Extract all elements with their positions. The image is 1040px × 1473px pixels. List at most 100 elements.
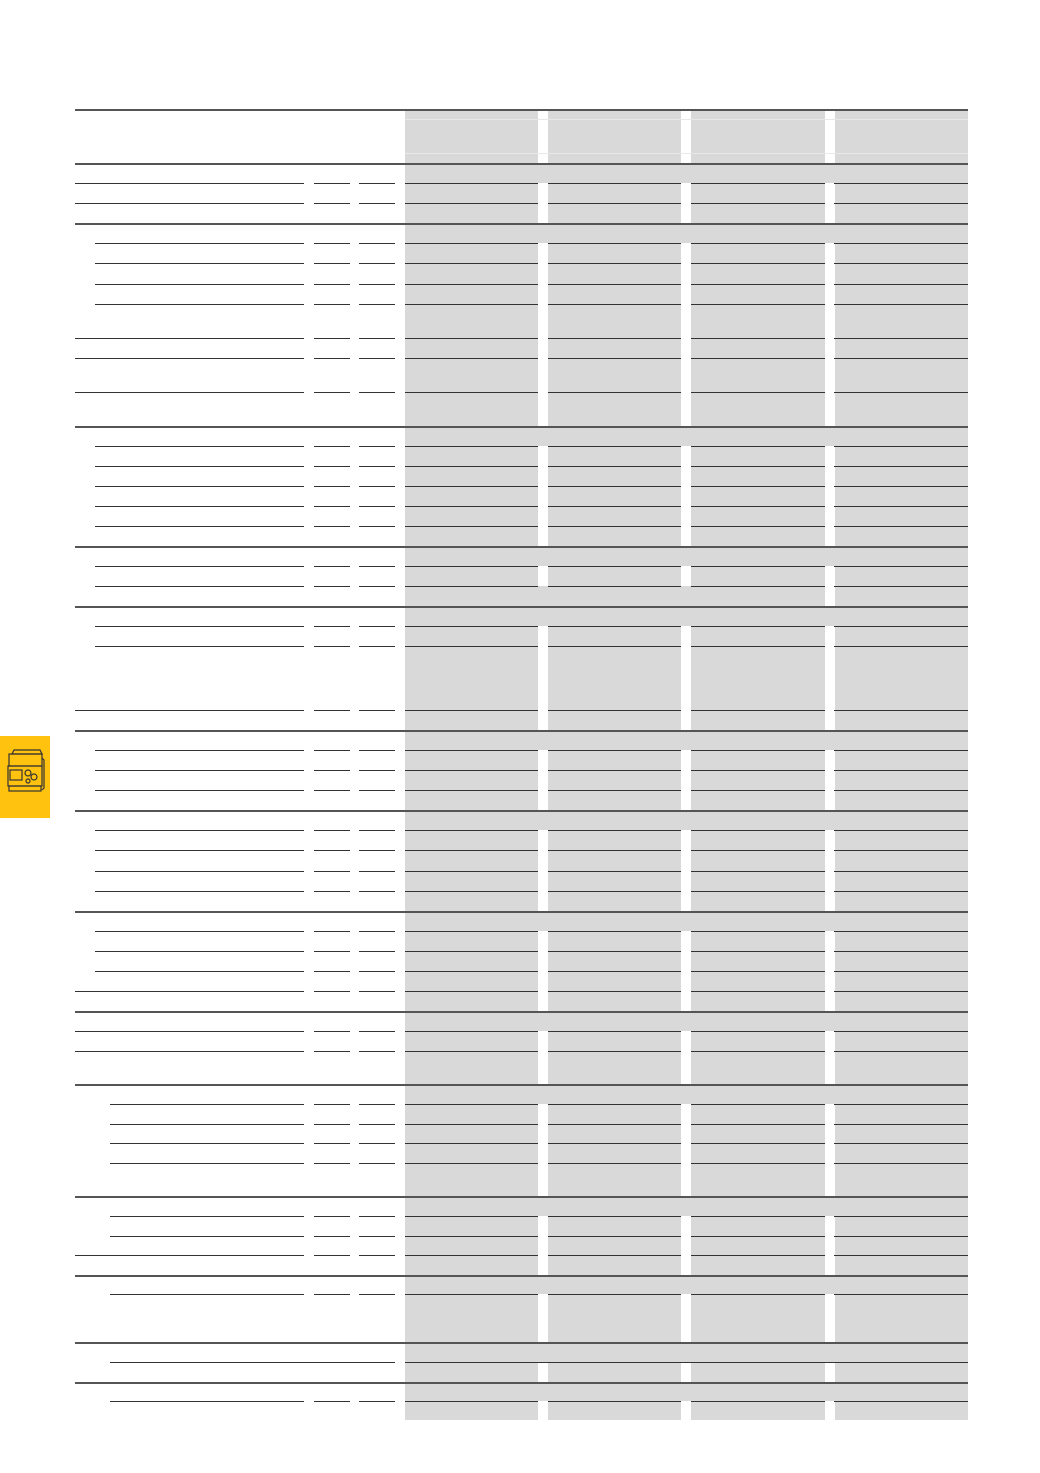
row-value-rule [691,284,825,285]
row-value-rule [405,1401,538,1402]
column-separator [825,243,835,338]
row-unit-rule [359,790,395,791]
column-separator [681,566,691,586]
row-value-rule [548,304,681,305]
column-separator [825,1401,835,1420]
row-value-rule [834,750,968,751]
column-separator [538,566,548,586]
row-value-rule [834,392,968,393]
row-value-rule [834,770,968,771]
column-separator [681,1216,691,1275]
row-value-rule [691,891,825,892]
row-value-rule [548,1124,681,1125]
row-value-rule [691,338,825,339]
section-rule [75,163,968,165]
row-label-rule [110,1124,304,1125]
row-value-rule [691,850,825,851]
row-label-rule [95,830,304,831]
row-value-rule [548,358,681,359]
row-value-rule [405,358,538,359]
row-unit-rule [359,991,395,992]
column-separator [681,1031,691,1084]
row-value-rule [405,931,538,932]
row-label-rule [95,243,304,244]
row-label-rule [110,1362,395,1363]
row-unit-rule [314,526,350,527]
row-unit-rule [359,586,395,587]
row-label-rule [75,991,304,992]
row-unit-rule [359,770,395,771]
column-separator [825,1294,835,1342]
row-value-rule [405,1255,538,1256]
row-unit-rule [314,830,350,831]
row-value-rule [691,626,825,627]
row-value-rule [834,526,968,527]
row-value-rule [691,203,825,204]
column-separator [538,338,548,426]
section-rule [75,1275,968,1277]
column-separator [538,243,548,338]
row-value-rule [691,1216,825,1217]
row-label-rule [95,263,304,264]
row-value-rule [405,871,538,872]
column-separator [825,750,835,810]
row-value-rule [405,466,538,467]
row-unit-rule [314,446,350,447]
row-unit-rule [314,626,350,627]
row-label-rule [95,951,304,952]
row-label-rule [75,183,304,184]
row-unit-rule [359,1216,395,1217]
section-rule [75,606,968,608]
row-unit-rule [359,871,395,872]
row-value-rule [405,770,538,771]
row-value-rule [691,1163,825,1164]
row-value-rule [691,1124,825,1125]
row-value-rule [405,486,538,487]
row-value-rule [834,1143,968,1144]
row-unit-rule [314,263,350,264]
row-value-rule [548,770,681,771]
row-unit-rule [359,526,395,527]
row-value-rule [405,991,538,992]
row-value-rule [834,646,968,647]
row-value-rule [405,646,538,647]
row-unit-rule [359,1124,395,1125]
row-value-rule [691,1294,825,1295]
row-value-rule [834,710,968,711]
section-rule [75,546,968,548]
row-label-rule [75,710,304,711]
row-unit-rule [314,1294,350,1295]
section-rule [75,810,968,812]
row-unit-rule [314,1216,350,1217]
row-value-rule [548,790,681,791]
row-value-rule [834,203,968,204]
row-label-rule [75,1031,304,1032]
row-unit-rule [314,951,350,952]
row-unit-rule [314,338,350,339]
row-unit-rule [314,891,350,892]
row-value-rule [691,931,825,932]
row-label-rule [95,506,304,507]
row-unit-rule [314,991,350,992]
row-value-rule [691,871,825,872]
row-unit-rule [359,750,395,751]
row-value-rule [405,971,538,972]
column-separator [825,1362,835,1382]
row-value-rule [691,646,825,647]
column-separator [538,1294,548,1342]
column-separator [825,446,835,546]
row-unit-rule [314,1163,350,1164]
column-separator [681,110,691,163]
row-value-rule [834,891,968,892]
column-separator [825,931,835,1011]
column-separator [825,338,835,426]
row-value-rule [548,891,681,892]
row-value-rule [834,263,968,264]
row-unit-rule [359,1163,395,1164]
column-separator [825,1031,835,1084]
row-unit-rule [359,850,395,851]
row-value-rule [691,710,825,711]
row-value-rule [548,1104,681,1105]
row-unit-rule [359,971,395,972]
row-value-rule [405,243,538,244]
